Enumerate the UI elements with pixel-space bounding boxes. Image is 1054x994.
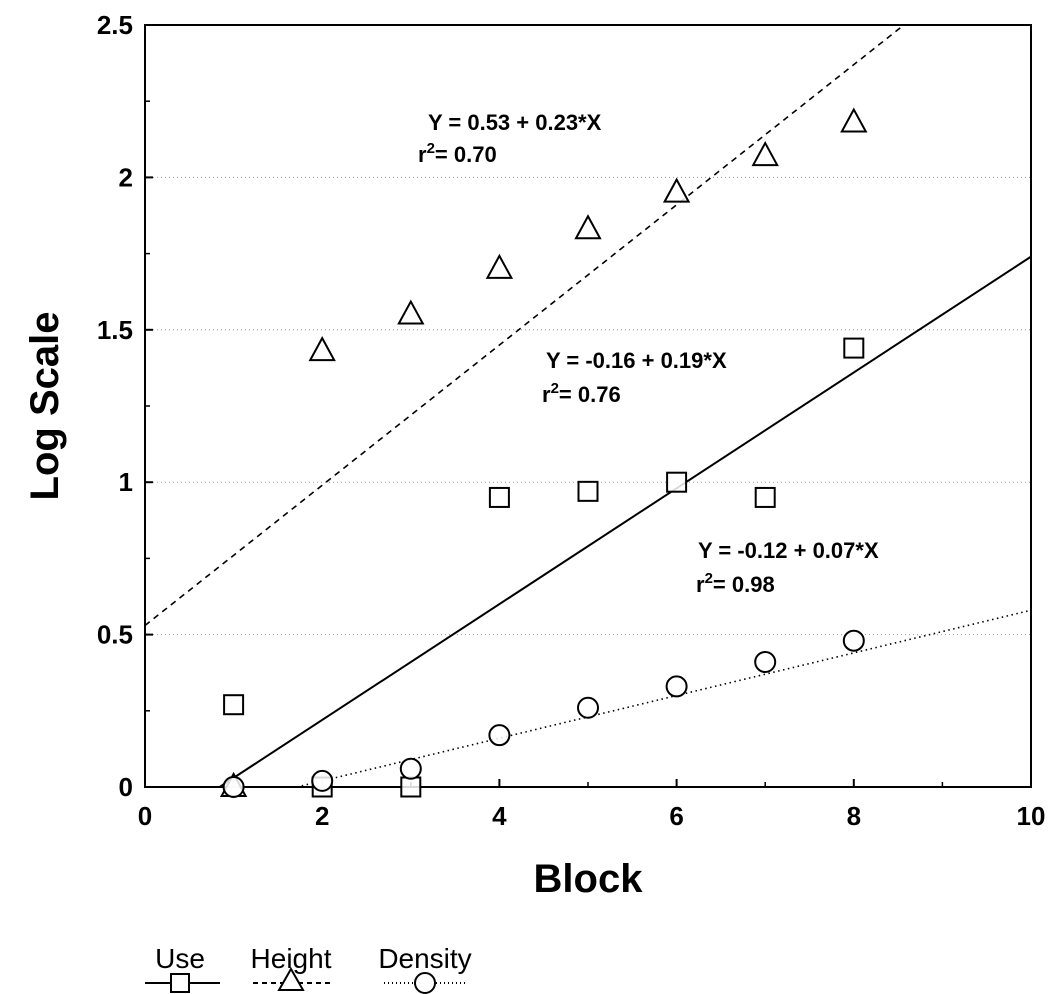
annotation-density-equation: Y = -0.12 + 0.07*X: [698, 538, 879, 563]
data-point-triangle: [662, 177, 691, 203]
data-point-square: [843, 337, 865, 359]
data-point-square: [223, 694, 245, 716]
annotation-density: Y = -0.12 + 0.07*X r2= 0.98: [696, 538, 879, 597]
annotation-height-r2: r2= 0.70: [418, 140, 497, 167]
data-point-square: [488, 486, 510, 508]
x-tick-label: 2: [315, 801, 329, 831]
fit-line-use: [219, 255, 1031, 787]
y-tick-label: 2: [119, 162, 133, 192]
annotation-use-r2: r2= 0.76: [542, 380, 621, 407]
annotation-use: Y = -0.16 + 0.19*X r2= 0.76: [542, 348, 727, 407]
data-point-triangle: [840, 107, 868, 133]
series-density: [222, 629, 865, 798]
data-point-triangle: [397, 299, 425, 325]
data-point-triangle: [574, 214, 602, 240]
data-point-circle: [577, 696, 599, 719]
data-point-triangle: [485, 253, 514, 279]
legend-triangle-icon: [277, 966, 305, 991]
legend-label-use: Use: [155, 943, 205, 974]
fit-lines: [145, 25, 1031, 787]
series-use: [223, 337, 865, 798]
data-point-circle: [665, 675, 688, 698]
annotation-density-r2: r2= 0.98: [696, 570, 775, 597]
x-tick-label: 4: [492, 801, 507, 831]
annotation-use-equation: Y = -0.16 + 0.19*X: [546, 348, 727, 373]
fit-line-height: [145, 25, 906, 627]
data-point-square: [400, 776, 422, 798]
legend-item-height: Height: [251, 943, 332, 991]
y-axis-title: Log Scale: [23, 312, 67, 501]
legend-item-density: Density: [378, 943, 472, 994]
x-tick-label: 10: [1017, 801, 1046, 831]
legend-label-density: Density: [378, 943, 471, 974]
data-points: [219, 107, 868, 798]
series-height: [219, 107, 868, 797]
y-tick-label: 1: [119, 467, 133, 497]
data-point-square: [577, 480, 599, 502]
data-point-circle: [399, 757, 422, 780]
annotation-height-r2-label: r: [418, 142, 427, 167]
annotation-height-r2-value: = 0.70: [435, 142, 497, 167]
data-point-square: [666, 471, 688, 493]
data-point-triangle: [308, 336, 336, 362]
data-point-circle: [311, 769, 334, 792]
axis-ticks: 0 0.5 1 1.5 2 2.5 0 2 4 6 8 10: [97, 10, 1046, 831]
annotation-use-r2-label: r: [542, 382, 551, 407]
y-tick-label: 1.5: [97, 315, 133, 345]
legend-item-use: Use: [145, 943, 220, 993]
annotation-density-r2-label: r: [696, 572, 705, 597]
data-point-circle: [488, 724, 511, 747]
y-tick-label: 0.5: [97, 620, 133, 650]
y-tick-label: 0: [119, 772, 133, 802]
data-point-square: [754, 486, 776, 508]
fit-line-density: [296, 609, 1031, 787]
annotation-use-r2-value: = 0.76: [559, 382, 621, 407]
data-point-circle: [754, 651, 777, 674]
data-point-triangle: [751, 140, 779, 167]
annotation-height: Y = 0.53 + 0.23*X r2= 0.70: [418, 110, 602, 167]
data-point-circle: [842, 629, 865, 652]
y-tick-label: 2.5: [97, 10, 133, 40]
legend-square-icon: [170, 973, 190, 993]
x-tick-label: 8: [847, 801, 861, 831]
legend: Use Height Density: [145, 943, 472, 994]
x-axis-title: Block: [534, 857, 644, 901]
legend-circle-icon: [414, 972, 436, 994]
annotation-density-r2-value: = 0.98: [713, 572, 775, 597]
x-tick-label: 6: [669, 801, 683, 831]
data-point-circle: [222, 776, 245, 798]
annotation-height-equation: Y = 0.53 + 0.23*X: [428, 110, 602, 135]
x-tick-label: 0: [138, 801, 152, 831]
